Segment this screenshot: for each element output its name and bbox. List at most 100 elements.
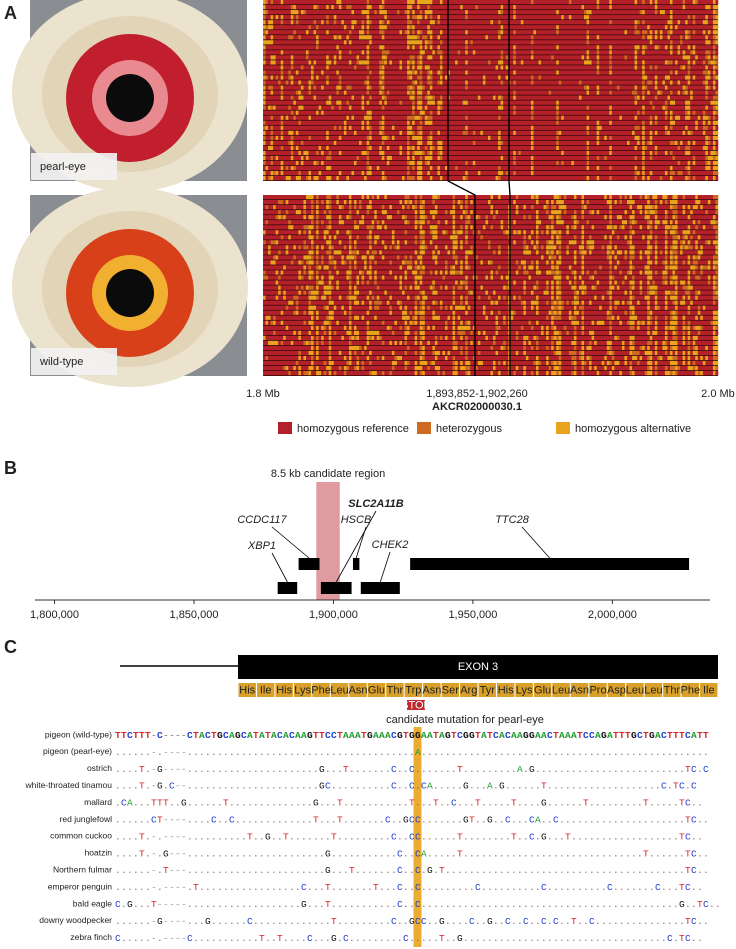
genotype-cell: [344, 200, 347, 204]
genotype-cell: [346, 5, 351, 9]
genotype-cell: [349, 260, 352, 264]
genotype-cell: [281, 60, 284, 64]
genotype-cell: [708, 20, 713, 24]
genotype-cell: [513, 5, 516, 9]
genotype-cell: [665, 351, 668, 355]
genotype-cell: [420, 331, 425, 335]
genotype-cell: [268, 341, 278, 345]
genotype-cell: [678, 311, 688, 315]
genotype-cell: [271, 240, 276, 244]
genotype-cell: [339, 296, 342, 300]
genotype-cell: [640, 270, 643, 274]
genotype-cell: [278, 286, 281, 290]
genotype-cell: [382, 341, 385, 345]
genotype-cell: [351, 291, 354, 295]
genotype-cell: [362, 20, 365, 24]
genotype-cell: [349, 291, 352, 295]
genotype-cell: [678, 25, 714, 29]
genotype-cell: [339, 91, 344, 95]
genotype-cell: [665, 210, 668, 214]
genotype-cell: [334, 286, 337, 290]
genotype-cell: [710, 85, 713, 89]
genotype-cell: [566, 326, 574, 330]
genotype-cell: [670, 200, 678, 204]
genotype-cell: [705, 240, 708, 244]
genotype-cell: [316, 205, 319, 209]
genotype-cell: [349, 106, 352, 110]
genotype-cell: [582, 326, 585, 330]
genotype-cell: [501, 265, 509, 269]
genotype-cell: [518, 351, 523, 355]
genotype-cell: [324, 341, 329, 345]
genotype-cell: [640, 225, 643, 229]
genotype-cell: [400, 326, 403, 330]
genotype-cell: [536, 306, 539, 310]
genotype-cell: [369, 156, 382, 160]
genotype-cell: [645, 346, 648, 350]
genotype-cell: [594, 341, 597, 345]
genotype-cell: [670, 126, 673, 130]
genotype-cell: [465, 341, 468, 345]
genotype-cell: [569, 230, 582, 234]
genotype-cell: [389, 245, 392, 249]
genotype-cell: [678, 336, 683, 340]
genotype-cell: [407, 35, 417, 39]
genotype-cell: [574, 280, 577, 284]
genotype-cell: [546, 316, 549, 320]
genotype-cell: [705, 210, 708, 214]
genotype-cell: [622, 195, 625, 199]
genotype-cell: [321, 70, 324, 74]
genotype-cell: [453, 296, 456, 300]
genotype-cell: [432, 55, 440, 59]
genotype-cell: [407, 0, 415, 4]
genotype-cell: [422, 91, 427, 95]
genotype-cell: [417, 126, 422, 130]
genotype-cell: [367, 296, 370, 300]
genotype-cell: [341, 351, 349, 355]
genotype-cell: [367, 91, 370, 95]
genotype-cell: [582, 275, 590, 279]
genotype-cell: [539, 225, 547, 229]
genotype-cell: [301, 336, 311, 340]
genotype-cell: [422, 255, 432, 259]
genotype-cell: [582, 80, 610, 84]
genotype-cell: [612, 205, 630, 209]
genotype-cell: [655, 205, 658, 209]
genotype-cell: [488, 60, 491, 64]
genotype-cell: [587, 91, 590, 95]
genotype-cell: [437, 20, 440, 24]
genotype-cell: [635, 166, 638, 170]
genotype-cell: [377, 250, 380, 254]
genotype-cell: [503, 101, 531, 105]
genotype-cell: [415, 161, 418, 165]
genotype-cell: [281, 275, 299, 279]
genotype-cell: [463, 336, 466, 340]
genotype-cell: [402, 215, 405, 219]
genotype-cell: [377, 286, 380, 290]
genotype-cell: [609, 166, 612, 170]
genotype-cell: [420, 321, 425, 325]
genotype-cell: [705, 161, 708, 165]
genotype-cell: [460, 240, 463, 244]
genotype-cell: [667, 240, 672, 244]
genotype-cell: [432, 151, 437, 155]
genotype-cell: [336, 260, 341, 264]
genotype-cell: [425, 240, 430, 244]
genotype-cell: [662, 200, 665, 204]
genotype-cell: [415, 306, 418, 310]
genotype-cell: [278, 296, 283, 300]
genotype-cell: [331, 321, 336, 325]
genotype-cell: [359, 291, 369, 295]
genotype-cell: [453, 245, 458, 249]
genotype-cell: [533, 30, 536, 34]
genotype-cell: [291, 75, 294, 79]
genotype-cell: [516, 161, 531, 165]
genotype-cell: [316, 341, 319, 345]
genotype-cell: [349, 341, 352, 345]
genotype-cell: [652, 30, 655, 34]
genotype-cell: [435, 346, 453, 350]
genotype-cell: [463, 286, 466, 290]
genotype-cell: [427, 70, 430, 74]
genotype-cell: [407, 151, 410, 155]
genotype-cell: [437, 235, 450, 239]
